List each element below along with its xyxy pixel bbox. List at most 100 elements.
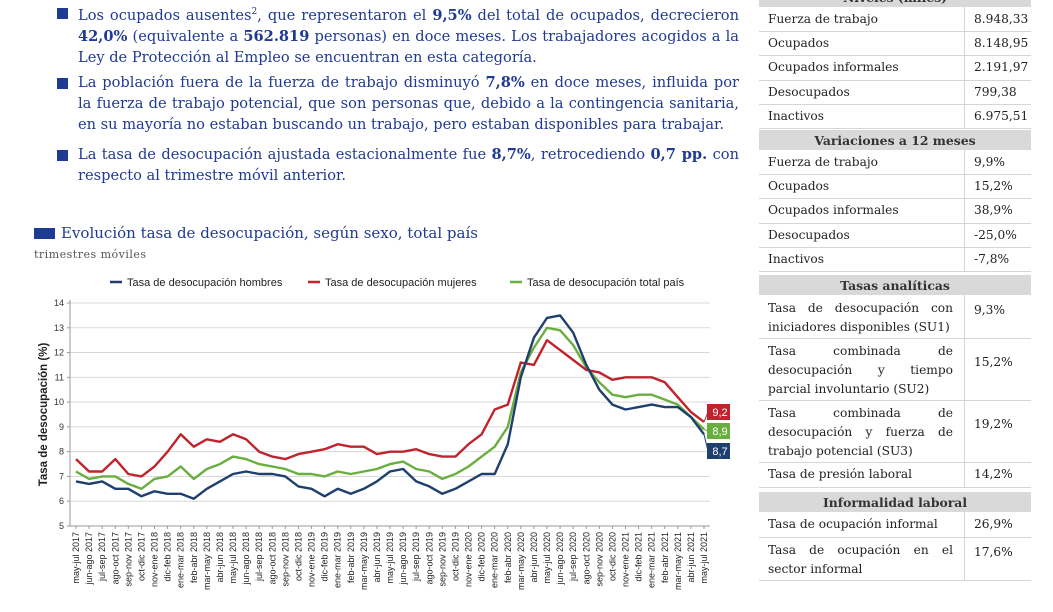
x-tick-label-oct-dic-2018: oct-dic 2018 <box>293 532 303 581</box>
x-tick-label-ene-mar-2021: ene-mar 2021 <box>647 532 657 588</box>
y-axis-label: Tasa de desocupación (%) <box>38 343 50 487</box>
x-tick-label-may-jul-2018: may-jul 2018 <box>228 532 238 584</box>
x-tick-label-jul-sep-2018: jul-sep 2018 <box>254 532 264 582</box>
row-value: 15,2% <box>974 179 1013 194</box>
column-divider <box>964 222 965 247</box>
bullet-tasa-ajustada: La tasa de desocupación ajustada estacio… <box>57 144 739 186</box>
x-tick-label-sep-nov-2020: sep-nov 2020 <box>594 532 604 587</box>
legend-entry-1: Tasa de desocupación mujeres <box>325 277 477 289</box>
row-informalidad: Tasa de ocupación en el sector informal 1… <box>759 537 1031 581</box>
column-divider <box>964 338 965 400</box>
x-tick-label-oct-dic-2019: oct-dic 2019 <box>450 532 460 581</box>
row-value: 26,9% <box>974 517 1013 531</box>
row-variaciones: Fuerza de trabajo 9,9% <box>759 150 1031 176</box>
x-tick-label-oct-dic-2017: oct-dic 2017 <box>136 532 146 581</box>
y-tick-label-14: 14 <box>54 298 64 308</box>
legend-entry-2: Tasa de desocupación total país <box>527 277 685 289</box>
unemployment-line-chart: Tasa de desocupación hombres Tasa de deso… <box>38 277 730 590</box>
row-variaciones: Inactivos -7,8% <box>759 246 1031 272</box>
bullet-text: Los ocupados ausentes2, que representaro… <box>78 6 739 66</box>
y-tick-label-11: 11 <box>55 372 64 382</box>
row-label: Tasa de presión laboral <box>768 467 913 481</box>
row-niveles: Fuerza de trabajo 8.948,33 <box>759 7 1031 33</box>
end-label-box-total <box>707 423 730 439</box>
row-variaciones: Desocupados -25,0% <box>759 222 1031 248</box>
bullet-text: La tasa de desocupación ajustada estacio… <box>78 146 739 184</box>
x-tick-label-feb-abr-2021: feb-abr 2021 <box>660 532 670 583</box>
row-label: Desocupados <box>768 227 850 242</box>
x-tick-label-ene-mar-2020: ene-mar 2020 <box>490 532 500 588</box>
bullet-ocupados-ausentes: Los ocupados ausentes2, que representaro… <box>57 2 739 68</box>
x-tick-label-oct-dic-2020: oct-dic 2020 <box>607 532 617 581</box>
row-label: Inactivos <box>768 251 825 266</box>
x-tick-label-ago-oct-2019: ago-oct 2019 <box>424 532 434 585</box>
column-divider <box>964 31 965 56</box>
end-label-mujeres: 9,2 <box>712 407 727 419</box>
y-tick-label-6: 6 <box>59 496 64 506</box>
x-tick-label-nov-ene-2019: nov-ene 2019 <box>307 532 317 587</box>
row-variaciones: Ocupados informales 38,9% <box>759 198 1031 224</box>
row-value: 2.191,97 <box>974 60 1029 75</box>
x-tick-label-nov-ene-2021: nov-ene 2021 <box>621 532 631 587</box>
x-tick-label-ene-mar-2019: ene-mar 2019 <box>333 532 343 588</box>
x-tick-label-nov-ene-2018: nov-ene 2018 <box>150 532 160 587</box>
header-niveles: Niveles (miles) <box>759 0 1031 7</box>
row-value: 9,3% <box>974 303 1005 317</box>
end-label-hombres: 8,7 <box>712 446 727 458</box>
x-tick-label-jun-ago-2019: jun-ago 2019 <box>398 532 408 586</box>
y-tick-label-8: 8 <box>59 447 64 457</box>
column-divider <box>964 512 965 537</box>
y-tick-label-10: 10 <box>54 397 64 407</box>
x-tick-label-dic-feb-2019: dic-feb 2019 <box>320 532 330 582</box>
x-tick-label-ago-oct-2018: ago-oct 2018 <box>267 532 277 585</box>
row-value: -7,8% <box>974 251 1010 266</box>
row-value: 19,2% <box>974 417 1013 431</box>
x-tick-label-dic-feb-2018: dic-feb 2018 <box>163 532 173 582</box>
column-divider <box>964 537 965 580</box>
row-label: Ocupados informales <box>768 60 899 75</box>
header-tasas: Tasas analíticas <box>759 275 1031 295</box>
x-tick-label-sep-nov-2017: sep-nov 2017 <box>123 532 133 587</box>
column-divider <box>964 150 965 175</box>
end-label-box-mujeres <box>707 404 730 420</box>
series-line-mujeres <box>75 339 705 478</box>
row-tasas: Tasa combinada de desocupación y fuerza … <box>759 400 1031 463</box>
column-divider <box>964 462 965 487</box>
row-label: Ocupados <box>768 179 830 194</box>
x-tick-label-jun-ago-2020: jun-ago 2020 <box>555 532 565 586</box>
row-variaciones: Ocupados 15,2% <box>759 174 1031 200</box>
row-value: 799,38 <box>974 84 1017 99</box>
row-tasas: Tasa de desocupación con iniciadores dis… <box>759 295 1031 339</box>
y-tick-label-12: 12 <box>54 348 64 358</box>
x-tick-label-mar-may-2018: mar-may 2018 <box>202 532 212 590</box>
column-divider <box>964 198 965 223</box>
row-label: Tasa de ocupación informal <box>768 517 938 531</box>
x-tick-label-abr-jun-2021: abr-jun 2021 <box>686 532 696 583</box>
row-niveles: Ocupados informales 2.191,97 <box>759 55 1031 81</box>
x-tick-label-dic-feb-2020: dic-feb 2020 <box>477 532 487 582</box>
x-tick-label-jul-sep-2017: jul-sep 2017 <box>97 532 107 582</box>
title-square-icon <box>34 228 55 239</box>
row-label: Inactivos <box>768 108 825 123</box>
header-variaciones: Variaciones a 12 meses <box>759 130 1031 150</box>
x-tick-label-sep-nov-2019: sep-nov 2019 <box>437 532 447 587</box>
column-divider <box>964 103 965 128</box>
y-tick-label-7: 7 <box>59 471 64 481</box>
row-label: Desocupados <box>768 84 850 99</box>
row-value: 6.975,51 <box>974 108 1029 123</box>
x-tick-label-feb-abr-2018: feb-abr 2018 <box>189 532 199 583</box>
series-line-hombres <box>75 314 705 500</box>
bullet-fuera-fuerza-trabajo: La población fuera de la fuerza de traba… <box>57 72 739 135</box>
x-tick-label-jun-ago-2017: jun-ago 2017 <box>84 532 94 586</box>
row-value: 9,9% <box>974 155 1005 169</box>
x-tick-label-may-jul-2019: may-jul 2019 <box>385 532 395 584</box>
row-niveles: Desocupados 799,38 <box>759 79 1031 105</box>
column-divider <box>964 7 965 32</box>
x-tick-label-mar-may-2021: mar-may 2021 <box>673 532 683 590</box>
row-value: 38,9% <box>974 203 1013 218</box>
row-label: Tasa combinada de desocupación y tiempo … <box>768 344 953 396</box>
x-tick-label-may-jul-2020: may-jul 2020 <box>542 532 552 584</box>
chart-title: Evolución tasa de desocupación, según se… <box>34 224 478 242</box>
x-tick-label-feb-abr-2019: feb-abr 2019 <box>346 532 356 583</box>
row-value: 8.948,33 <box>974 12 1029 26</box>
